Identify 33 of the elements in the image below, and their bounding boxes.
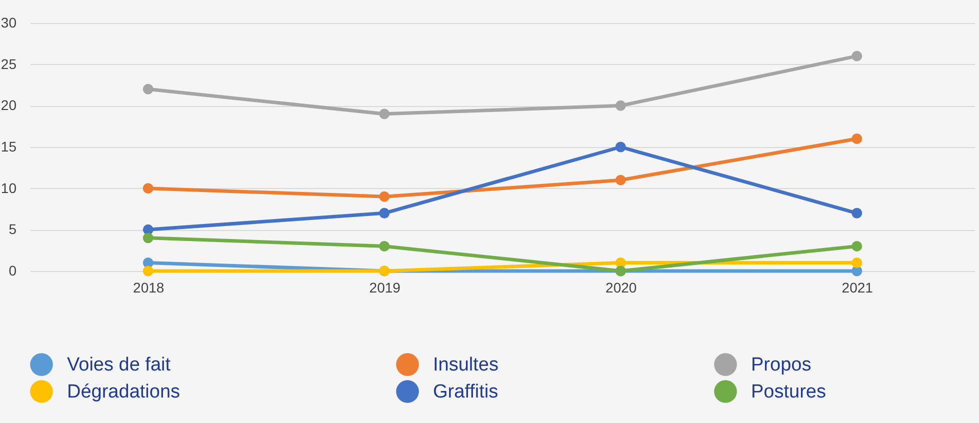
legend-label: Voies de fait [67, 354, 172, 376]
legend-label: Insultes [433, 354, 498, 376]
legend-label: Postures [751, 382, 826, 402]
point [615, 100, 626, 111]
y-tick-label: 0 [8, 262, 17, 278]
point [852, 258, 862, 268]
x-tick-label: 2018 [133, 280, 164, 296]
y-tick-label: 20 [0, 97, 17, 114]
point [615, 142, 626, 152]
y-tick-label: 5 [8, 221, 17, 238]
x-tick-label: 2019 [369, 280, 401, 296]
y-tick-label: 30 [0, 14, 17, 30]
legend-label: Dégradations [67, 382, 180, 402]
y-tick-label: 15 [0, 138, 17, 154]
point [379, 191, 390, 202]
point [852, 208, 862, 218]
x-tick-label: 2021 [842, 280, 874, 296]
point [615, 174, 626, 186]
legend-label: Propos [751, 354, 812, 376]
point [379, 208, 390, 218]
point [142, 232, 154, 244]
point [852, 50, 862, 62]
point [852, 240, 862, 252]
point [142, 266, 154, 276]
x-tick-label: 2020 [606, 280, 637, 296]
y-tick-label: 10 [0, 180, 17, 196]
point [379, 108, 390, 120]
legend-label: Graffitis [433, 382, 498, 402]
point [142, 183, 154, 194]
point [142, 84, 154, 94]
point [852, 134, 862, 144]
y-tick-label: 25 [0, 56, 17, 72]
point [379, 240, 390, 252]
